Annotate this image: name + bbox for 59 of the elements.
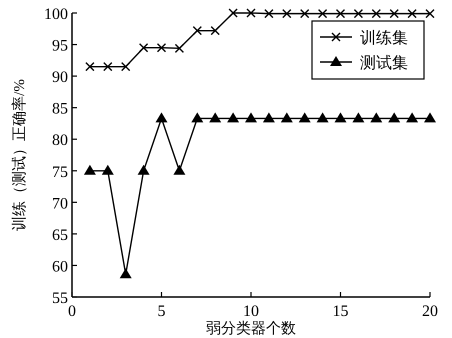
point (174, 44, 184, 54)
y-tick-label: 60 (52, 258, 68, 276)
y-tick-label: 80 (52, 132, 68, 150)
point (120, 268, 132, 278)
point (156, 112, 168, 122)
point (191, 112, 204, 122)
point (85, 62, 95, 72)
point (245, 112, 257, 122)
point (103, 62, 112, 72)
y-tick-label: 90 (52, 69, 68, 86)
point (209, 112, 222, 122)
point (334, 112, 346, 122)
y-tick-label: 95 (52, 38, 68, 55)
point (227, 112, 240, 122)
y-tick-label: 65 (52, 226, 68, 244)
point (156, 43, 166, 52)
point (354, 8, 364, 18)
point (173, 164, 186, 175)
point (316, 112, 329, 122)
point (298, 112, 311, 122)
point (138, 164, 150, 175)
point (246, 8, 256, 18)
point (352, 112, 364, 122)
y-tick-label: 75 (52, 164, 68, 181)
y-axis-title: 训练（测试）正确率/% (11, 79, 28, 231)
point (138, 43, 148, 52)
point (372, 8, 381, 18)
point (370, 112, 382, 122)
point (300, 8, 310, 18)
point (282, 8, 292, 18)
x-tick-label: 5 (158, 303, 166, 320)
y-tick-label: 70 (52, 195, 68, 212)
y-tick-label: 55 (52, 290, 68, 307)
point (280, 112, 293, 122)
point (318, 8, 328, 18)
y-tick-label: 85 (52, 100, 68, 118)
point (264, 8, 274, 18)
point (425, 8, 435, 18)
x-tick-label: 20 (422, 303, 438, 320)
point (228, 8, 238, 18)
point (406, 112, 418, 122)
x-tick-label: 0 (68, 303, 76, 320)
y-tick-label: 100 (44, 6, 68, 23)
point (84, 164, 96, 175)
point (424, 112, 436, 122)
x-axis-title: 弱分类器个数 (206, 320, 296, 337)
x-tick-label: 15 (332, 303, 348, 320)
point (102, 164, 114, 175)
point (262, 112, 275, 122)
legend-label: 训练集 (360, 29, 408, 47)
point (407, 8, 417, 18)
point (192, 26, 202, 36)
legend-label: 测试集 (360, 54, 408, 72)
point (390, 8, 399, 18)
x-tick-label: 10 (243, 303, 259, 320)
point (210, 26, 220, 36)
point (121, 62, 130, 72)
point (388, 112, 400, 122)
point (336, 8, 346, 18)
